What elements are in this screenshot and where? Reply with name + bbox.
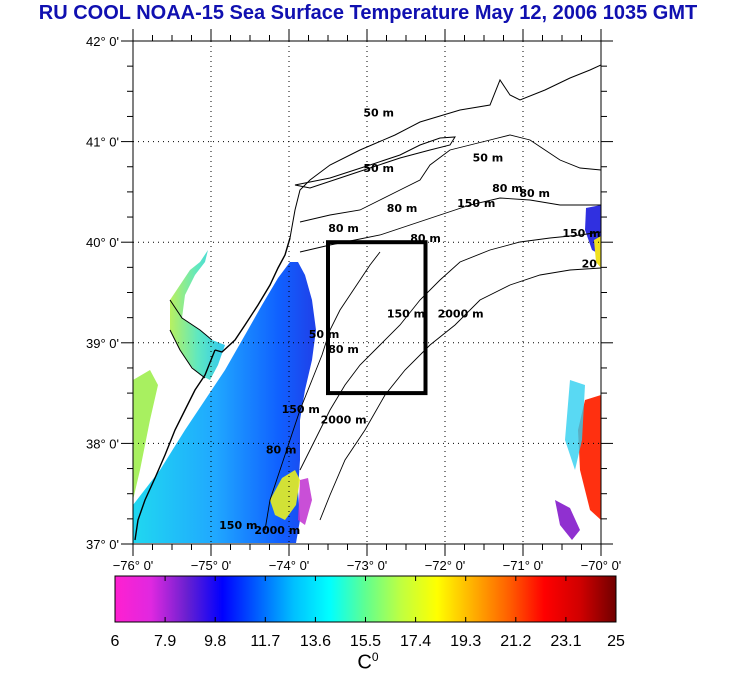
y-tick-label: 39° 0' bbox=[86, 336, 119, 351]
axis-ticks bbox=[121, 29, 613, 556]
colorbar-tick-label: 23.1 bbox=[550, 633, 581, 650]
colorbar-tick-label: 19.3 bbox=[450, 633, 481, 650]
delaware-bay-shore bbox=[169, 299, 213, 379]
colorbar bbox=[114, 575, 617, 623]
contour-label: 2000 m bbox=[254, 524, 300, 537]
y-tick-label: 37° 0' bbox=[86, 537, 119, 552]
contour-label: 150 m bbox=[282, 403, 320, 416]
study-area-box bbox=[326, 240, 428, 396]
contour-label: 50 m bbox=[309, 328, 340, 341]
contour-label: 2000 m bbox=[438, 308, 484, 321]
graticule-grid bbox=[133, 41, 601, 544]
contour-label: 150 m bbox=[387, 308, 425, 321]
x-tick-label: −73° 0' bbox=[347, 558, 388, 573]
y-tick-label: 38° 0' bbox=[86, 436, 119, 451]
sst-delaware-bay bbox=[170, 250, 225, 380]
isobath-50m-north bbox=[299, 134, 601, 223]
contour-label: 80 m bbox=[328, 222, 359, 235]
contour-label: 150 m bbox=[562, 227, 600, 240]
sst-chesapeake bbox=[133, 370, 158, 500]
contour-label: 2000 m bbox=[321, 413, 367, 426]
colorbar-ticks bbox=[164, 576, 567, 622]
axis-labels: −76° 0' −75° 0' −74° 0' −73° 0' −72° 0' −71° … bbox=[86, 34, 621, 573]
contour-label: 150 m bbox=[457, 197, 495, 210]
contour-label: 80 m bbox=[387, 202, 418, 215]
sst-eddy-northeast-warm bbox=[594, 236, 601, 268]
contour-label: 20 bbox=[582, 257, 598, 270]
colorbar-tick-label: 15.5 bbox=[350, 633, 381, 650]
colorbar-tick-label: 25 bbox=[607, 633, 625, 650]
colorbar-tick-label: 7.9 bbox=[154, 633, 176, 650]
colorbar-unit-base: C bbox=[357, 651, 372, 674]
contour-label: 80 m bbox=[328, 343, 359, 356]
y-tick-label: 42° 0' bbox=[86, 34, 119, 49]
x-tick-label: −70° 0' bbox=[581, 558, 622, 573]
colorbar-unit: C0 bbox=[0, 650, 736, 675]
x-tick-label: −76° 0' bbox=[113, 558, 154, 573]
contour-label: 50 m bbox=[473, 152, 504, 165]
sst-eddy-east-edge bbox=[565, 380, 585, 470]
sst-patch-purple bbox=[555, 500, 580, 540]
nj-coastline bbox=[214, 237, 291, 353]
sst-shelf-edge-magenta bbox=[298, 478, 312, 525]
x-tick-label: −75° 0' bbox=[191, 558, 232, 573]
isobath-shelf-inner bbox=[264, 251, 381, 531]
colorbar-tick-label: 6 bbox=[111, 633, 120, 650]
coastline bbox=[289, 64, 601, 239]
isobath-150m bbox=[299, 231, 601, 471]
x-tick-label: −71° 0' bbox=[503, 558, 544, 573]
x-tick-label: −72° 0' bbox=[425, 558, 466, 573]
x-tick-label: −74° 0' bbox=[269, 558, 310, 573]
contour-label: 80 m bbox=[519, 187, 550, 200]
colorbar-tick-label: 9.8 bbox=[204, 633, 226, 650]
isobath-2000m bbox=[319, 267, 601, 521]
contour-label: 50 m bbox=[363, 106, 394, 119]
colorbar-tick-label: 17.4 bbox=[400, 633, 431, 650]
contour-label: 80 m bbox=[410, 232, 441, 245]
colorbar-tick-label: 13.6 bbox=[300, 633, 331, 650]
colorbar-unit-sup: 0 bbox=[371, 650, 379, 664]
contour-label: 80 m bbox=[266, 443, 297, 456]
contour-label: 150 m bbox=[219, 519, 257, 532]
map-plot-area bbox=[133, 41, 601, 544]
sst-warm-patch bbox=[270, 470, 300, 520]
y-tick-label: 41° 0' bbox=[86, 135, 119, 150]
colorbar-labels: 6 7.9 9.8 11.7 13.6 15.5 17.4 19.3 21.2 23.1 25 bbox=[111, 633, 625, 650]
delmarva-coastline bbox=[134, 349, 216, 541]
sst-eddy-east bbox=[578, 395, 601, 520]
contour-labels: 50 m50 m50 m80 m80 m80 m 150 m80 m80 m 150… bbox=[219, 106, 600, 536]
colorbar-tick-label: 21.2 bbox=[500, 633, 531, 650]
y-tick-label: 40° 0' bbox=[86, 235, 119, 250]
colorbar-tick-label: 11.7 bbox=[250, 633, 280, 650]
map-title: RU COOL NOAA-15 Sea Surface Temperature … bbox=[38, 2, 698, 24]
sst-shelf-water bbox=[133, 262, 316, 543]
contour-label: 80 m bbox=[492, 182, 523, 195]
contour-label: 50 m bbox=[363, 162, 394, 175]
long-island bbox=[294, 136, 456, 189]
